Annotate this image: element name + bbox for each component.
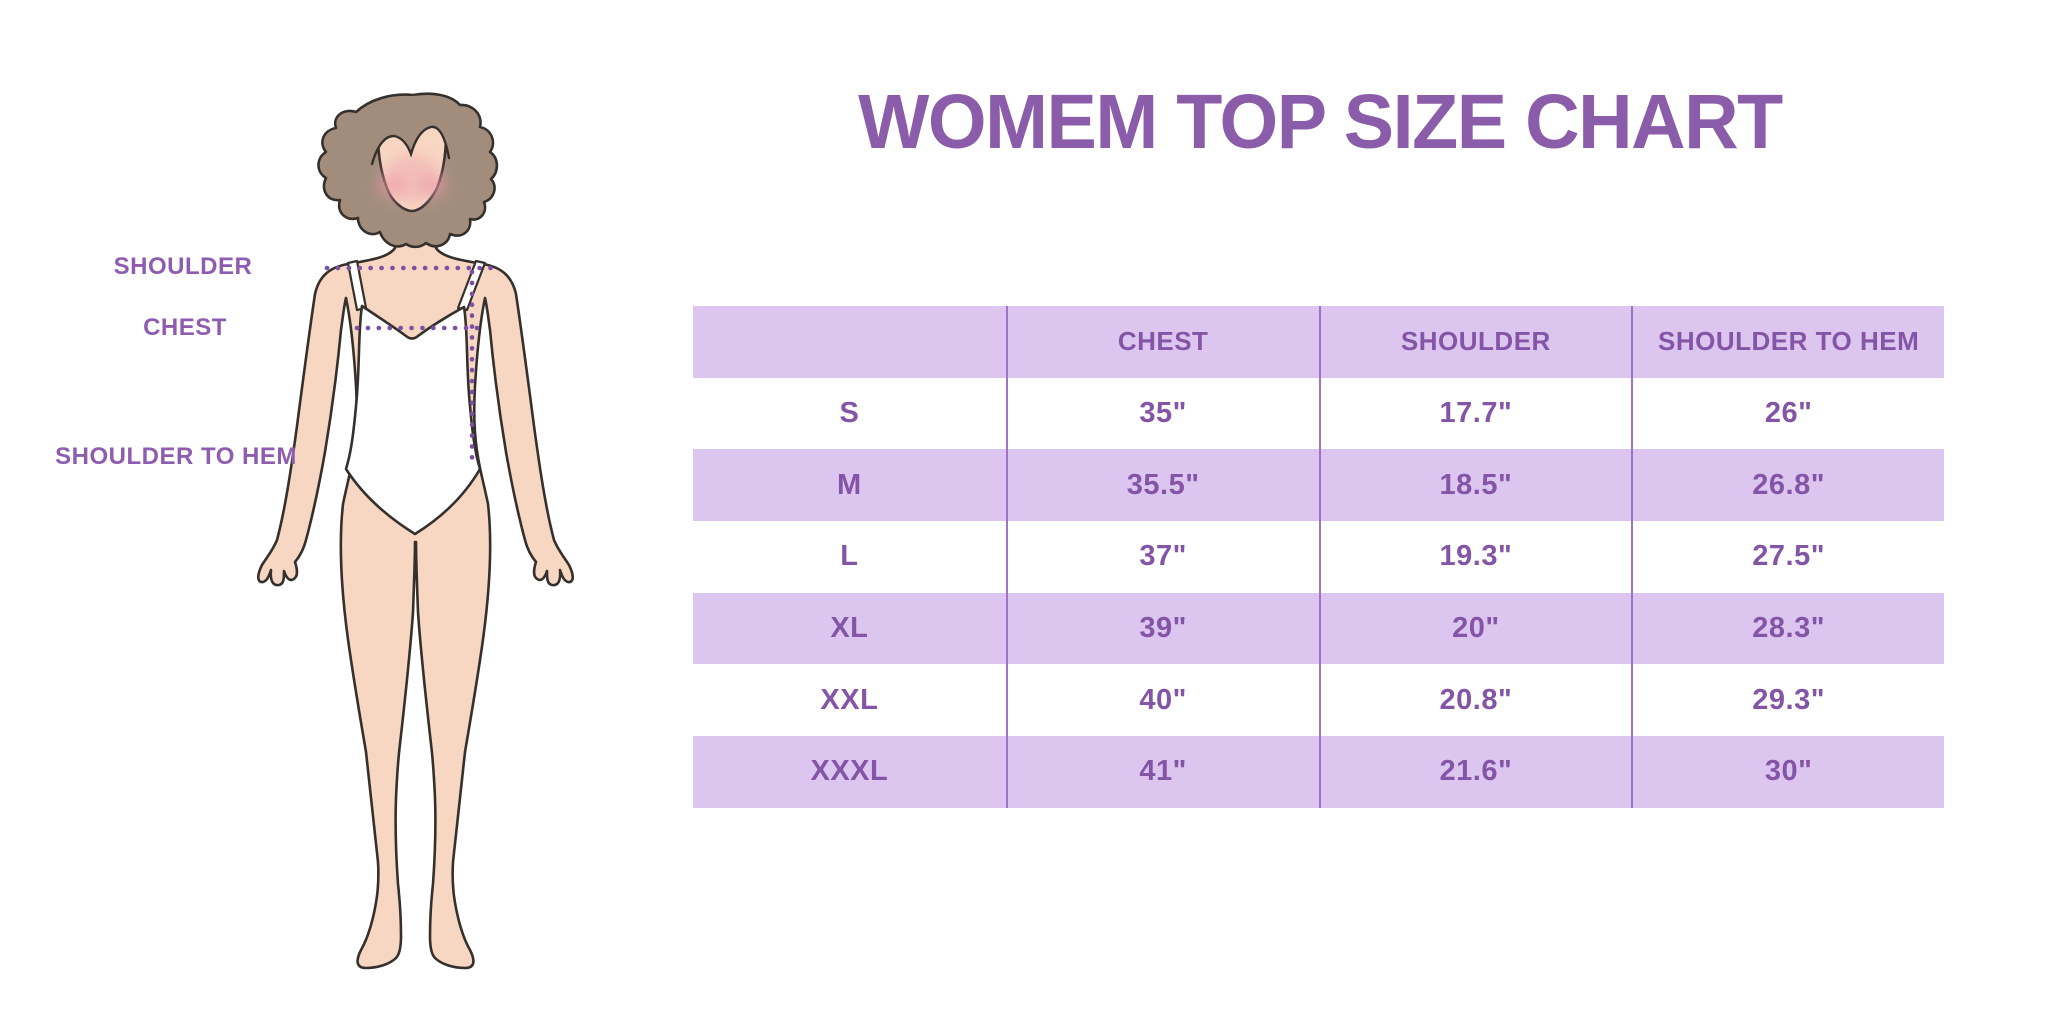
size-cell: XXXL [810,755,889,788]
hem-value-cell: 26.8" [1631,449,1944,522]
header-cell-chest: CHEST [1005,306,1319,378]
size-cell: L [840,540,859,573]
chest-value-cell: 39" [1005,592,1319,665]
chest-value-cell: 35.5" [1005,449,1319,522]
measurement-lines [324,265,504,464]
woman-figure-svg [257,92,574,970]
shoulder-value-cell: 20" [1318,592,1632,665]
camisole-strap-right [456,259,487,312]
shoulder-to-hem-label: SHOULDER TO HEM [55,443,297,470]
header-cell-shoulder-to-hem: SHOULDER TO HEM [1631,306,1944,378]
table-row-m: M 35.5" 18.5" 26.8" [693,449,1944,522]
chest-value-cell: 37" [1005,521,1319,593]
size-cell: S [839,397,860,430]
shoulder-value-cell: 17.7" [1318,377,1632,450]
chest-value-cell: 41" [1005,736,1319,808]
shoulder-value-cell: 20.8" [1318,664,1632,737]
body-silhouette [257,202,574,970]
size-cell: XL [830,612,869,645]
table-row-xl: XL 39" 20" 28.3" [693,592,1944,665]
table-row-s: S 35" 17.7" 26" [693,377,1944,450]
blush [378,154,446,202]
table-row-xxl: XXL 40" 20.8" 29.3" [693,664,1944,737]
page-title: WOMEM TOP SIZE CHART [858,79,1783,165]
hem-value-cell: 26" [1631,377,1944,450]
hairline-stroke [370,125,451,166]
woman-figure-illustration [0,0,700,1024]
size-cell: M [837,468,862,501]
shoulder-value-cell: 18.5" [1318,449,1632,522]
shoulder-label: SHOULDER [113,253,253,280]
table-header-row: CHEST SHOULDER SHOULDER TO HEM [693,306,1944,378]
size-cell: XXL [820,683,879,716]
header-cell-size [693,306,1006,378]
camisole-bodysuit [344,304,482,536]
shoulder-value-cell: 21.6" [1318,736,1632,808]
size-table: CHEST SHOULDER SHOULDER TO HEM S 35" 17.… [693,306,1944,808]
table-row-xxxl: XXXL 41" 21.6" 30" [693,736,1944,808]
hem-value-cell: 30" [1631,736,1944,808]
hem-value-cell: 27.5" [1631,521,1944,593]
chest-label: CHEST [143,314,227,341]
header-cell-shoulder: SHOULDER [1318,306,1632,378]
hem-value-cell: 29.3" [1631,664,1944,737]
hem-value-cell: 28.3" [1631,592,1944,665]
chest-value-cell: 35" [1005,377,1319,450]
hair-fringe [352,95,462,164]
shoulder-value-cell: 19.3" [1318,521,1632,593]
chest-value-cell: 40" [1005,664,1319,737]
table-row-l: L 37" 19.3" 27.5" [693,521,1944,593]
